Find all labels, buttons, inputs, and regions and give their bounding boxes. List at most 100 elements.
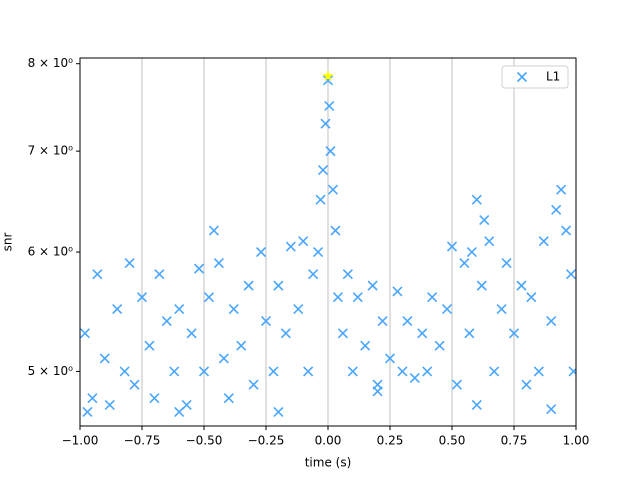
point <box>273 406 284 417</box>
point <box>285 241 296 252</box>
point <box>82 406 93 417</box>
point <box>124 257 135 269</box>
point <box>516 280 527 291</box>
point <box>87 393 98 404</box>
legend-label: L1 <box>546 70 560 84</box>
x-tick-label: −0.75 <box>124 434 161 448</box>
point <box>409 372 420 384</box>
point <box>154 269 165 280</box>
point <box>223 393 234 404</box>
point <box>174 303 185 315</box>
y-tick-label: 5 × 10⁰ <box>28 364 74 378</box>
point <box>213 257 224 269</box>
point <box>280 328 291 339</box>
point <box>556 184 567 195</box>
point <box>565 269 576 280</box>
point <box>546 315 557 327</box>
point <box>508 328 520 339</box>
point <box>367 280 378 291</box>
point <box>352 292 363 303</box>
point <box>464 328 475 339</box>
point <box>533 366 544 377</box>
y-axis-label: snr <box>1 233 15 252</box>
y-tick-label: 7 × 10⁰ <box>28 144 74 158</box>
point <box>360 340 371 351</box>
point <box>313 246 324 258</box>
point <box>402 315 413 327</box>
point <box>80 328 91 339</box>
point <box>561 225 572 236</box>
point <box>99 353 110 364</box>
point <box>236 340 247 351</box>
point <box>377 315 388 327</box>
point <box>337 328 348 339</box>
point <box>208 225 219 236</box>
point <box>459 257 470 269</box>
point <box>466 246 477 258</box>
point <box>342 269 353 280</box>
point <box>521 379 532 390</box>
point <box>149 393 160 404</box>
plot-area <box>80 70 576 417</box>
point <box>203 292 215 303</box>
point <box>484 236 495 247</box>
point <box>268 366 279 377</box>
point <box>325 146 336 157</box>
point <box>417 328 428 339</box>
point <box>218 353 229 364</box>
point <box>489 366 500 377</box>
point <box>441 303 453 315</box>
x-tick-label: −0.50 <box>186 434 223 448</box>
point <box>324 100 335 112</box>
x-axis-label: time (s) <box>305 456 352 470</box>
point <box>112 303 123 315</box>
x-tick-label: 0.50 <box>439 434 466 448</box>
y-tick-label: 8 × 10⁰ <box>28 56 74 70</box>
point <box>315 194 326 205</box>
x-tick-label: 0.25 <box>377 434 404 448</box>
point <box>330 225 341 236</box>
point <box>248 379 259 390</box>
point <box>92 269 103 280</box>
point <box>169 366 180 377</box>
point <box>303 366 314 377</box>
point <box>501 257 512 269</box>
point <box>434 340 445 351</box>
point <box>273 280 284 291</box>
x-tick-label: 0.75 <box>501 434 528 448</box>
point <box>119 366 130 377</box>
point <box>193 263 205 274</box>
point <box>568 366 576 377</box>
point <box>551 204 562 215</box>
point <box>332 292 343 303</box>
x-tick-label: 1.00 <box>563 434 590 448</box>
point <box>322 75 334 86</box>
x-tick-label: −0.25 <box>248 434 285 448</box>
point <box>538 236 549 247</box>
legend-box <box>501 65 569 89</box>
x-tick-label: −1.00 <box>62 434 99 448</box>
point <box>260 315 272 327</box>
point <box>228 303 239 315</box>
point <box>198 366 210 377</box>
point <box>427 292 438 303</box>
point <box>397 366 408 377</box>
point <box>308 269 319 280</box>
point <box>174 406 185 417</box>
point <box>322 70 334 81</box>
point <box>471 399 482 411</box>
point <box>161 315 172 327</box>
point <box>317 165 329 176</box>
point <box>471 194 482 205</box>
point <box>422 366 433 377</box>
point <box>446 241 458 252</box>
y-tick-label: 6 × 10⁰ <box>28 245 74 259</box>
point <box>372 386 383 397</box>
point <box>298 236 309 247</box>
point <box>496 303 507 315</box>
point <box>255 246 267 258</box>
x-tick-label: 0.00 <box>315 434 342 448</box>
point <box>546 404 557 415</box>
legend-marker <box>516 71 528 83</box>
